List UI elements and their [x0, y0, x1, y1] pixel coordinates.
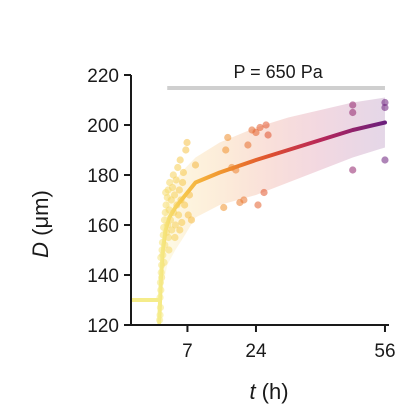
data-point: [252, 128, 260, 137]
y-tick-label: 200: [87, 116, 119, 137]
mean-line-path: [157, 120, 387, 325]
data-point: [264, 131, 272, 139]
data-point: [220, 203, 228, 212]
data-point: [224, 133, 232, 142]
data-point: [168, 226, 176, 234]
y-tick-label: 180: [87, 166, 119, 187]
data-point: [244, 141, 252, 149]
data-point: [171, 233, 179, 242]
y-tick-label: 160: [87, 216, 119, 237]
data-point: [349, 108, 357, 117]
data-point: [182, 146, 190, 154]
data-point: [349, 101, 357, 109]
data-point: [179, 168, 188, 177]
x-ticks: 7 24 56: [182, 325, 396, 362]
axes: 120 140 160 180 200 220 7 24 56: [87, 66, 395, 362]
y-axis-unit: (μm): [28, 190, 53, 242]
data-point: [174, 211, 183, 219]
data-point: [260, 188, 268, 197]
confidence-band: [159, 97, 385, 323]
y-tick-label: 140: [87, 266, 119, 287]
data-point: [187, 216, 196, 224]
x-tick-label: 56: [374, 341, 395, 362]
pressure-annotation: P = 650 Pa: [167, 62, 385, 90]
confidence-band-area: [159, 97, 385, 323]
data-point: [176, 156, 184, 164]
data-point: [240, 196, 248, 204]
y-tick-label: 220: [87, 66, 119, 87]
x-tick-label: 24: [245, 341, 267, 362]
y-axis-title: D (μm): [28, 190, 53, 258]
data-point: [172, 176, 180, 184]
data-point: [381, 103, 389, 112]
x-axis-title: t (h): [249, 379, 288, 404]
y-tick-label: 120: [87, 316, 119, 337]
data-point: [183, 138, 191, 147]
data-point: [181, 201, 189, 209]
y-axis-variable: D: [28, 242, 53, 258]
data-point: [191, 161, 200, 169]
x-axis-variable: t: [249, 379, 256, 404]
data-point: [349, 166, 357, 174]
y-ticks: 120 140 160 180 200 220: [87, 66, 131, 337]
pressure-annotation-label: P = 650 Pa: [233, 62, 323, 82]
data-point: [170, 191, 179, 199]
data-point: [176, 226, 184, 234]
data-point: [174, 163, 182, 172]
data-point: [222, 146, 230, 154]
data-point: [262, 121, 270, 129]
data-point: [179, 178, 187, 187]
data-point: [381, 98, 389, 107]
data-point: [165, 246, 173, 254]
x-axis-unit: (h): [256, 379, 289, 404]
data-point: [162, 188, 170, 197]
data-point: [175, 186, 183, 194]
x-tick-label: 7: [182, 341, 193, 362]
mean-line: [157, 120, 387, 325]
data-point: [168, 183, 177, 192]
data-point: [381, 156, 389, 164]
data-point: [178, 218, 186, 227]
data-point: [256, 123, 264, 132]
data-point: [254, 201, 262, 209]
data-point: [171, 221, 179, 229]
